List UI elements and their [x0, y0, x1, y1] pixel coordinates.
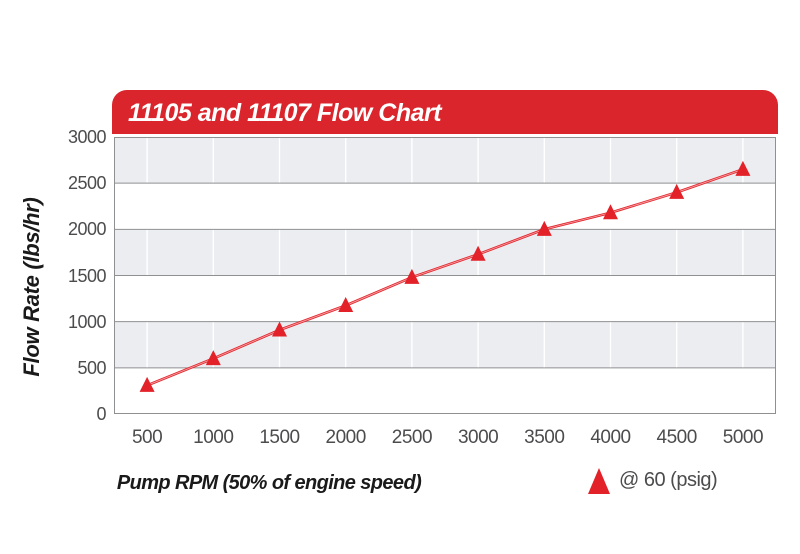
chart-canvas [114, 137, 776, 414]
legend-label: @ 60 (psig) [619, 469, 718, 491]
y-tick-label: 500 [77, 357, 106, 378]
data-point-marker [669, 183, 685, 199]
grid-band [114, 275, 776, 322]
plot-border [114, 137, 776, 414]
legend-triangle-icon [588, 468, 610, 494]
grid-band [114, 183, 776, 230]
data-point-marker [272, 321, 287, 337]
plot-area [114, 137, 776, 414]
data-point-marker [470, 245, 486, 261]
y-tick-label: 2500 [67, 173, 107, 194]
data-point-marker [735, 160, 751, 176]
x-tick-label: 1000 [193, 427, 234, 448]
data-point-marker [603, 204, 618, 220]
data-point-marker [404, 268, 420, 284]
grid-band [114, 137, 776, 184]
chart-title: 11105 and 11107 Flow Chart [128, 99, 442, 127]
x-tick-label: 1500 [259, 427, 300, 448]
data-point-marker [139, 376, 155, 392]
x-tick-label: 3500 [524, 427, 565, 448]
data-point-marker [205, 350, 221, 366]
chart-title-banner: 11105 and 11107 Flow Chart [112, 90, 778, 134]
x-tick-label: 3000 [457, 427, 499, 448]
data-point-marker [536, 220, 552, 236]
x-tick-label: 2500 [391, 427, 433, 448]
x-tick-label: 500 [131, 427, 163, 448]
x-tick-label: 5000 [722, 427, 764, 448]
x-tick-label: 2000 [325, 427, 367, 448]
y-tick-label: 1000 [67, 311, 107, 332]
x-axis-title: Pump RPM (50% of engine speed) [116, 472, 422, 494]
grid-band [114, 367, 776, 414]
y-tick-label: 3000 [67, 127, 107, 147]
grid-band [114, 321, 776, 368]
y-tick-label: 2000 [67, 219, 107, 240]
y-tick-label: 1500 [67, 265, 107, 286]
data-point-marker [338, 297, 354, 313]
y-axis-title: Flow Rate (lbs/hr) [19, 197, 44, 377]
y-tick-label: 0 [96, 404, 106, 424]
grid-band [114, 229, 776, 276]
x-tick-label: 4000 [590, 427, 631, 448]
x-tick-label: 4500 [656, 427, 698, 448]
flow-line-highlight [146, 168, 744, 386]
